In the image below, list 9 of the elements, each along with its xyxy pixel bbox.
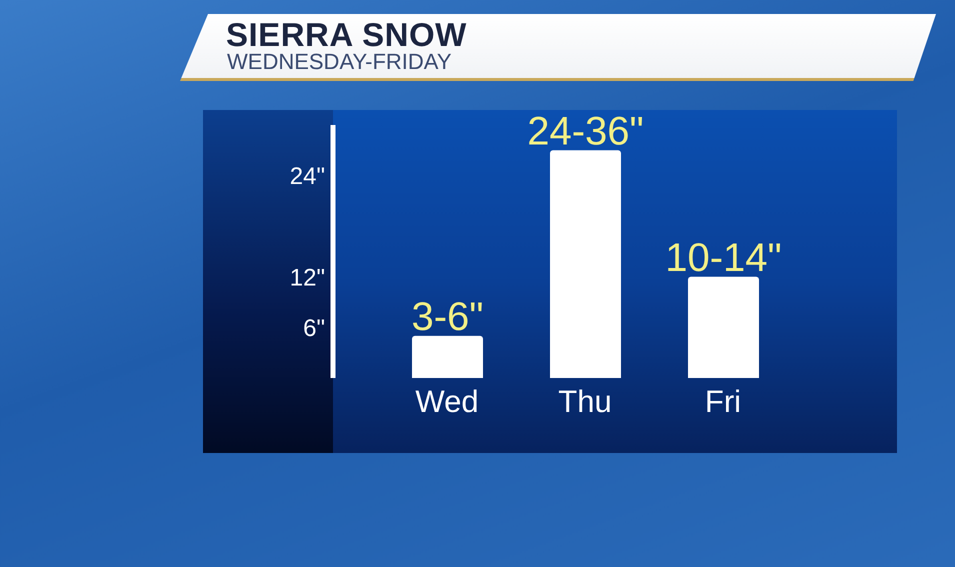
x-tick-label: Fri [704,384,742,420]
x-tick-label: Thu [558,384,612,420]
data-label: 24-36" [527,109,644,154]
data-label: 10-14" [665,236,782,280]
data-label: 3-6" [411,294,484,339]
x-tick-label: Wed [415,384,479,420]
y-tick-label: 24" [290,163,325,190]
y-tick-label: 12" [290,264,325,292]
y-tick-label: 6" [303,314,325,342]
